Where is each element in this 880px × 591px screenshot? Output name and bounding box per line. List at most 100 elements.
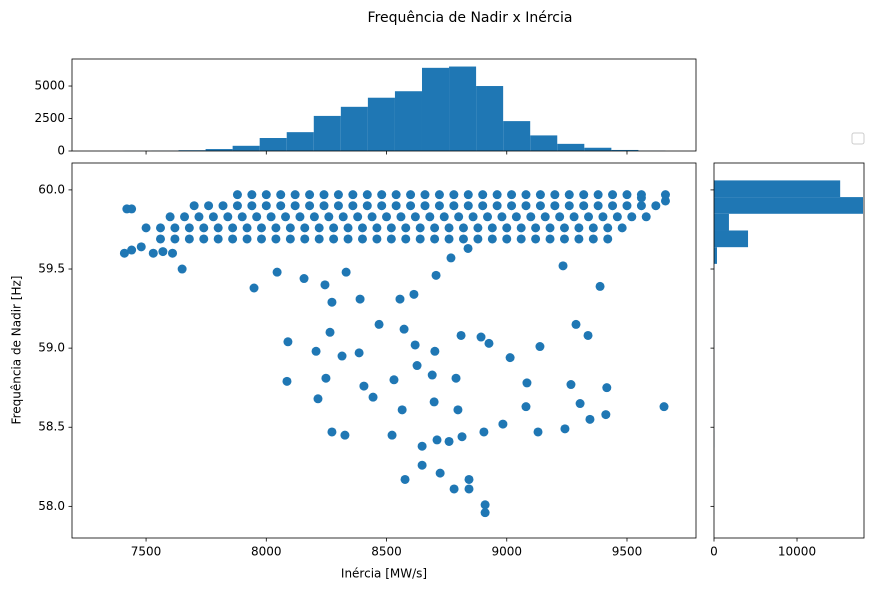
scatter-point [627,212,637,222]
scatter-point [497,212,507,222]
scatter-point [247,201,257,211]
scatter-point [218,201,228,211]
scatter-point [540,212,550,222]
scatter-point [313,394,323,404]
scatter-point [412,361,422,371]
scatter-point [127,204,137,214]
scatter-point [456,330,466,340]
scatter-point [449,190,459,200]
scatter-point [170,234,180,244]
scatter-point [327,297,337,307]
scatter-point [309,212,319,222]
scatter-point [337,351,347,361]
scatter-point [325,327,335,337]
scatter-point [266,212,276,222]
scatter-point [199,234,209,244]
scatter-point [602,383,612,393]
scatter-point [194,212,204,222]
scatter-point [559,223,569,233]
y-tick-label: 5000 [34,79,65,93]
scatter-point [386,234,396,244]
scatter-point [299,274,309,284]
scatter-point [579,201,589,211]
y-tick-label: 58.5 [38,420,65,434]
histogram-bar [557,143,585,151]
histogram-bar [584,147,612,151]
scatter-point [588,223,598,233]
scatter-point [522,378,532,388]
scatter-point [531,234,541,244]
scatter-point [319,201,329,211]
scatter-point [319,190,329,200]
scatter-point [362,190,372,200]
scatter-point [348,190,358,200]
scatter-point [463,190,473,200]
scatter-point [228,234,238,244]
histogram-bar [530,135,558,151]
scatter-point [453,405,463,415]
x-tick-label: 10000 [778,545,816,559]
scatter-point [184,234,194,244]
scatter-point [487,234,497,244]
scatter-point [608,201,618,211]
scatter-point [158,247,168,257]
scatter-point [396,212,406,222]
scatter-point [252,212,262,222]
histogram-bar [313,115,341,151]
scatter-point [425,212,435,222]
scatter-point [410,212,420,222]
scatter-point [464,474,474,484]
scatter-point [242,234,252,244]
scatter-point [410,340,420,350]
scatter-point [340,430,350,440]
scatter-point [189,201,199,211]
scatter-point [281,212,291,222]
scatter-point [348,201,358,211]
scatter-point [430,234,440,244]
scatter-point [641,212,651,222]
scatter-point [622,201,632,211]
scatter-point [256,223,266,233]
scatter-point [367,212,377,222]
scatter-point [409,289,419,299]
scatter-point [237,212,247,222]
scatter-point [338,212,348,222]
scatter-point [290,190,300,200]
scatter-point [535,342,545,352]
scatter-point [502,234,512,244]
scatter-point [660,190,670,200]
scatter-point [247,190,257,200]
scatter-point [521,402,531,412]
scatter-point [451,373,461,383]
scatter-point [502,223,512,233]
scatter-point [588,234,598,244]
scatter-point [476,332,486,342]
scatter-point [564,190,574,200]
scatter-point [550,201,560,211]
scatter-point [521,201,531,211]
scatter-point [399,324,409,334]
scatter-point [550,190,560,200]
x-tick-label: 8500 [371,545,402,559]
y-tick-label: 59.5 [38,262,65,276]
scatter-point [155,234,165,244]
scatter-point [357,223,367,233]
y-tick-label: 2500 [34,111,65,125]
histogram-bar [611,149,639,151]
x-tick-label: 8000 [251,545,282,559]
scatter-point [659,402,669,412]
scatter-point [479,427,489,437]
scatter-point [558,261,568,271]
scatter-point [449,484,459,494]
scatter-point [559,234,569,244]
scatter-point [314,234,324,244]
scatter-point [401,234,411,244]
scatter-point [636,193,646,203]
scatter-point [127,245,137,255]
scatter-point [136,242,146,252]
x-tick-label: 7500 [131,545,162,559]
scatter-point [492,190,502,200]
scatter-point [417,441,427,451]
scatter-point [420,190,430,200]
scatter-point [406,190,416,200]
